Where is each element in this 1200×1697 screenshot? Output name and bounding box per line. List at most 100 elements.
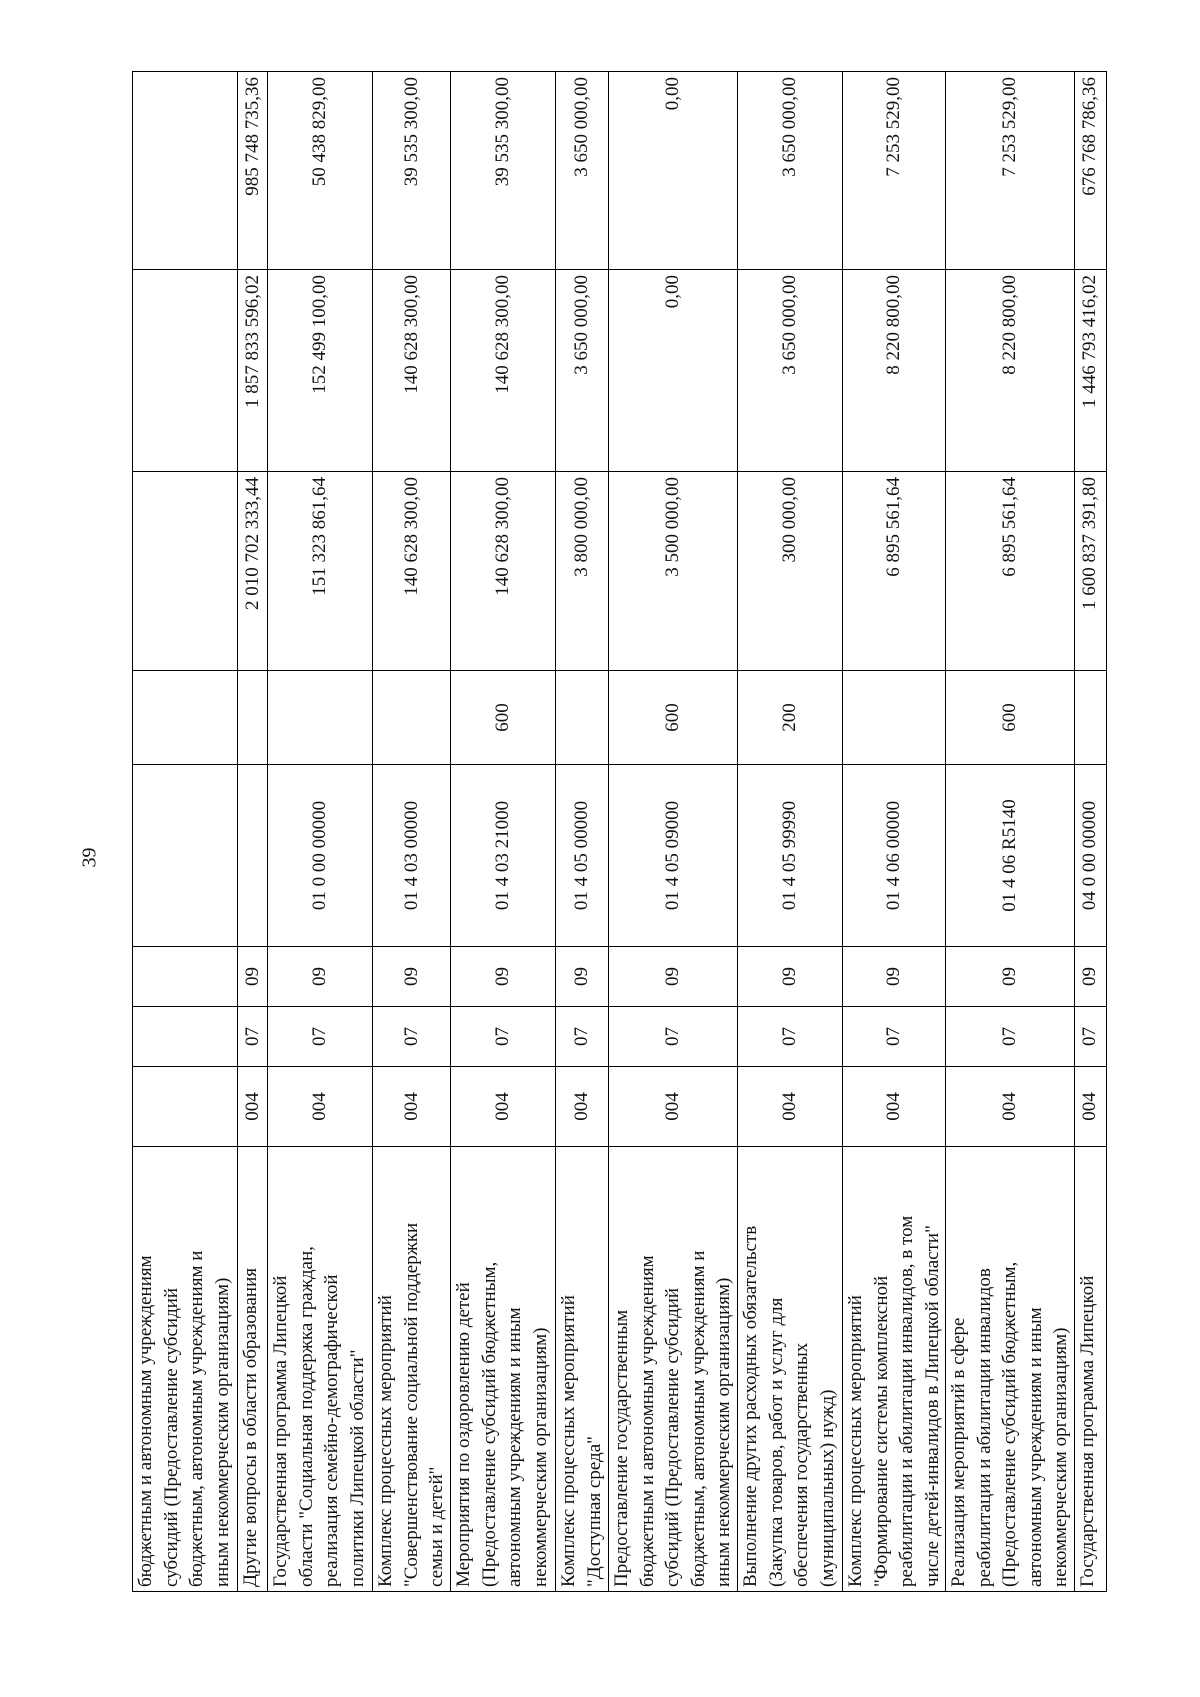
amount-year3-cell: 7 253 529,00 (945, 71, 1074, 270)
amount-year3-cell (132, 71, 238, 270)
ministry-code-cell: 004 (372, 1066, 451, 1147)
section-code-cell: 07 (842, 1006, 946, 1067)
amount-year2-cell: 140 628 300,00 (372, 269, 451, 472)
target-article-cell (132, 764, 238, 947)
table-row: Государственная программа Липецкой 004 07 0… (1074, 71, 1106, 1592)
row-name-cell: Мероприятия по оздоровлению детей (Предо… (450, 1146, 556, 1592)
amount-year2-cell (132, 269, 238, 472)
amount-year1-cell: 6 895 561,64 (945, 471, 1074, 671)
amount-year1-cell: 140 628 300,00 (372, 471, 451, 671)
target-article-cell: 04 0 00 00000 (1074, 764, 1106, 947)
budget-table-body: бюджетным и автономным учреждениям субси… (132, 71, 1106, 1592)
target-article-cell: 01 4 06 R5140 (945, 764, 1074, 947)
table-row: Комплекс процессных мероприятий "Формиро… (842, 71, 946, 1592)
table-row: Реализация мероприятий в сфере реабилита… (945, 71, 1074, 1592)
expense-type-cell: 600 (450, 670, 556, 765)
amount-year1-cell: 140 628 300,00 (450, 471, 556, 671)
target-article-cell: 01 4 05 99990 (737, 764, 843, 947)
target-article-cell (237, 764, 268, 947)
amount-year1-cell (132, 471, 238, 671)
amount-year1-cell: 3 800 000,00 (555, 471, 609, 671)
amount-year1-cell: 151 323 861,64 (267, 471, 373, 671)
section-code-cell: 07 (945, 1006, 1074, 1067)
rotated-page-content: бюджетным и автономным учреждениям субси… (132, 71, 1107, 1592)
table-row: Комплекс процессных мероприятий "Соверше… (372, 71, 451, 1592)
amount-year2-cell: 3 650 000,00 (555, 269, 609, 472)
amount-year3-cell: 676 768 786,36 (1074, 71, 1106, 270)
subsection-code-cell (132, 946, 238, 1007)
amount-year1-cell: 3 500 000,00 (608, 471, 738, 671)
subsection-code-cell: 09 (237, 946, 268, 1007)
amount-year1-cell: 1 600 837 391,80 (1074, 471, 1106, 671)
amount-year2-cell: 1 857 833 596,02 (237, 269, 268, 472)
budget-table: бюджетным и автономным учреждениям субси… (132, 71, 1107, 1592)
subsection-code-cell: 09 (737, 946, 843, 1007)
subsection-code-cell: 09 (267, 946, 373, 1007)
subsection-code-cell: 09 (842, 946, 946, 1007)
expense-type-cell (372, 670, 451, 765)
row-name-cell: Выполнение других расходных обязательств… (737, 1146, 843, 1592)
expense-type-cell (267, 670, 373, 765)
target-article-cell: 01 4 06 00000 (842, 764, 946, 947)
amount-year1-cell: 300 000,00 (737, 471, 843, 671)
subsection-code-cell: 09 (608, 946, 738, 1007)
expense-type-cell (555, 670, 609, 765)
amount-year3-cell: 3 650 000,00 (555, 71, 609, 270)
ministry-code-cell: 004 (945, 1066, 1074, 1147)
ministry-code-cell: 004 (1074, 1066, 1106, 1147)
section-code-cell: 07 (608, 1006, 738, 1067)
section-code-cell: 07 (450, 1006, 556, 1067)
expense-type-cell (1074, 670, 1106, 765)
target-article-cell: 01 4 03 21000 (450, 764, 556, 947)
row-name-cell: Реализация мероприятий в сфере реабилита… (945, 1146, 1074, 1592)
expense-type-cell (132, 670, 238, 765)
table-row: бюджетным и автономным учреждениям субси… (132, 71, 238, 1592)
amount-year1-cell: 6 895 561,64 (842, 471, 946, 671)
table-row: Комплекс процессных мероприятий "Доступн… (555, 71, 609, 1592)
page-number: 39 (78, 847, 101, 868)
section-code-cell: 07 (555, 1006, 609, 1067)
row-name-cell: Другие вопросы в области образования (237, 1146, 268, 1592)
subsection-code-cell: 09 (1074, 946, 1106, 1007)
ministry-code-cell: 004 (608, 1066, 738, 1147)
row-name-cell: Комплекс процессных мероприятий "Формиро… (842, 1146, 946, 1592)
target-article-cell: 01 4 05 09000 (608, 764, 738, 947)
ministry-code-cell: 004 (555, 1066, 609, 1147)
expense-type-cell (842, 670, 946, 765)
table-row: Мероприятия по оздоровлению детей (Предо… (450, 71, 556, 1592)
subsection-code-cell: 09 (555, 946, 609, 1007)
target-article-cell: 01 4 05 00000 (555, 764, 609, 947)
amount-year2-cell: 8 220 800,00 (842, 269, 946, 472)
amount-year3-cell: 7 253 529,00 (842, 71, 946, 270)
row-name-cell: Государственная программа Липецкой облас… (267, 1146, 373, 1592)
ministry-code-cell: 004 (737, 1066, 843, 1147)
amount-year3-cell: 39 535 300,00 (372, 71, 451, 270)
target-article-cell: 01 4 03 00000 (372, 764, 451, 947)
amount-year2-cell: 8 220 800,00 (945, 269, 1074, 472)
expense-type-cell: 600 (945, 670, 1074, 765)
section-code-cell: 07 (737, 1006, 843, 1067)
amount-year2-cell: 3 650 000,00 (737, 269, 843, 472)
amount-year3-cell: 39 535 300,00 (450, 71, 556, 270)
target-article-cell: 01 0 00 00000 (267, 764, 373, 947)
section-code-cell: 07 (372, 1006, 451, 1067)
table-row: Другие вопросы в области образования 004 0… (237, 71, 268, 1592)
amount-year3-cell: 50 438 829,00 (267, 71, 373, 270)
row-name-cell: Предоставление государственным бюджетным… (608, 1146, 738, 1592)
ministry-code-cell: 004 (267, 1066, 373, 1147)
table-row: Государственная программа Липецкой облас… (267, 71, 373, 1592)
expense-type-cell: 600 (608, 670, 738, 765)
amount-year3-cell: 3 650 000,00 (737, 71, 843, 270)
amount-year1-cell: 2 010 702 333,44 (237, 471, 268, 671)
section-code-cell (132, 1006, 238, 1067)
amount-year2-cell: 0,00 (608, 269, 738, 472)
subsection-code-cell: 09 (372, 946, 451, 1007)
ministry-code-cell: 004 (237, 1066, 268, 1147)
subsection-code-cell: 09 (945, 946, 1074, 1007)
row-name-cell: Комплекс процессных мероприятий "Доступн… (555, 1146, 609, 1592)
amount-year3-cell: 985 748 735,36 (237, 71, 268, 270)
ministry-code-cell: 004 (842, 1066, 946, 1147)
table-row: Выполнение других расходных обязательств… (737, 71, 843, 1592)
row-name-cell: Государственная программа Липецкой (1074, 1146, 1106, 1592)
amount-year2-cell: 152 499 100,00 (267, 269, 373, 472)
